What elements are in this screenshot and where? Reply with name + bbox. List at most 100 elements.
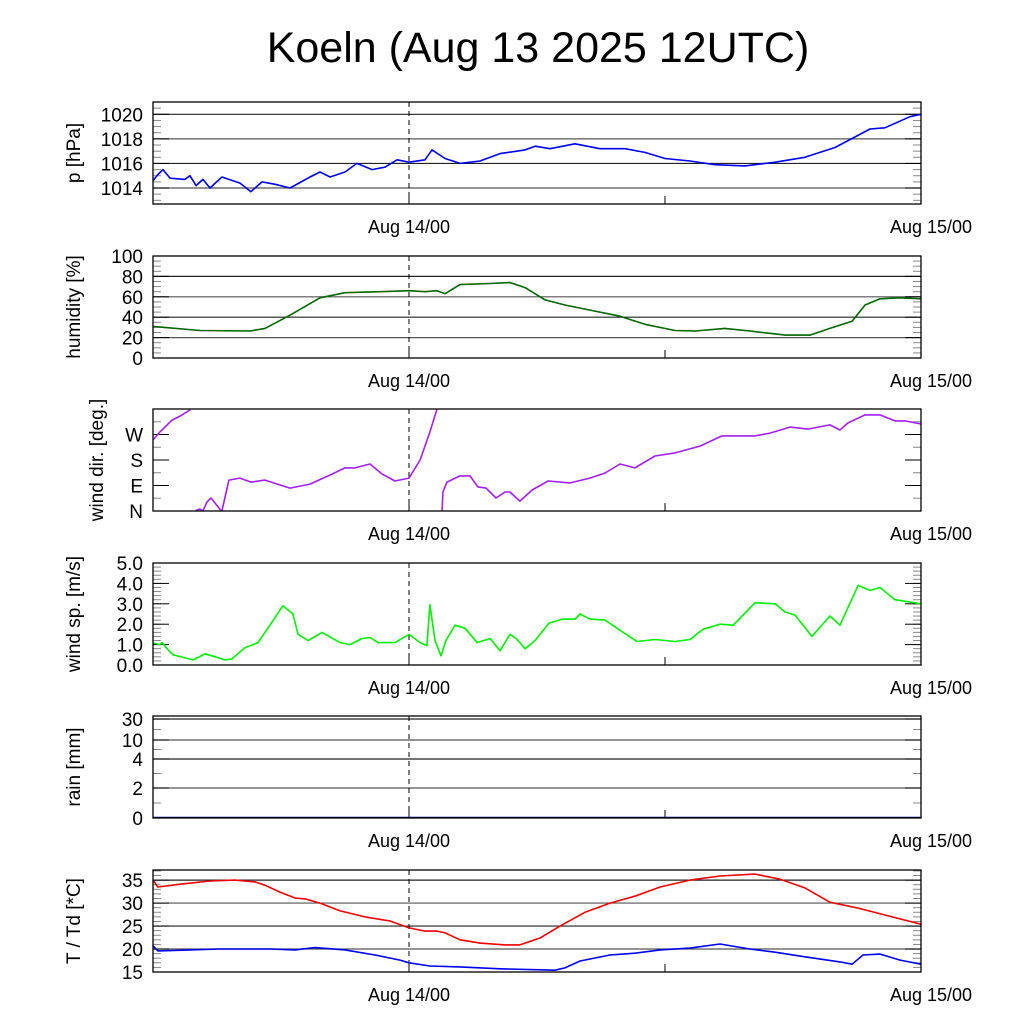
data-point xyxy=(157,950,159,952)
data-point xyxy=(434,639,436,642)
data-point xyxy=(339,642,341,644)
data-point xyxy=(319,171,321,173)
data-point xyxy=(754,873,756,875)
data-point xyxy=(349,644,351,646)
data-point xyxy=(297,633,299,636)
data-point xyxy=(829,901,831,903)
data-point xyxy=(189,175,191,177)
data-point xyxy=(374,954,376,956)
data-point xyxy=(904,420,906,422)
data-point xyxy=(274,183,276,185)
data-point xyxy=(261,181,263,183)
data-point xyxy=(399,959,401,961)
data-point xyxy=(574,143,576,145)
series-td xyxy=(153,943,921,971)
data-point xyxy=(289,487,291,489)
series-humidity xyxy=(153,281,921,336)
data-point xyxy=(809,334,811,336)
data-point xyxy=(664,157,666,160)
data-point xyxy=(515,637,517,640)
data-point xyxy=(909,116,911,118)
data-point xyxy=(569,482,571,484)
data-point xyxy=(339,910,341,912)
data-point xyxy=(424,159,426,161)
data-point xyxy=(179,415,181,417)
data-point xyxy=(239,182,241,184)
data-point xyxy=(524,648,526,650)
data-point xyxy=(634,895,636,897)
y-tick-label: 10 xyxy=(122,731,143,752)
data-point xyxy=(228,479,230,481)
data-point xyxy=(244,647,246,649)
data-point xyxy=(171,419,173,421)
data-point xyxy=(894,420,896,422)
data-line xyxy=(153,943,921,971)
x-tick-label: Aug 14/00 xyxy=(368,831,450,851)
data-point xyxy=(394,642,396,644)
data-point xyxy=(210,497,212,499)
data-point xyxy=(431,149,433,151)
data-point xyxy=(464,627,466,629)
y-tick-label: 60 xyxy=(122,288,143,309)
data-point xyxy=(899,297,901,299)
data-point xyxy=(774,603,776,605)
data-point xyxy=(549,148,551,150)
data-point xyxy=(269,948,271,950)
data-point xyxy=(694,330,696,332)
y-tick-label: N xyxy=(129,502,143,523)
data-point xyxy=(519,944,521,946)
data-point xyxy=(269,624,271,626)
series-wind-speed xyxy=(153,584,921,661)
data-point xyxy=(384,166,386,168)
data-point xyxy=(804,887,806,889)
data-point xyxy=(364,916,366,918)
y-tick-label: 100 xyxy=(111,247,143,268)
x-tick-label: Aug 14/00 xyxy=(368,985,450,1005)
data-point xyxy=(279,891,281,893)
data-point xyxy=(574,618,576,620)
data-point xyxy=(674,452,676,454)
data-point xyxy=(864,414,866,416)
data-point xyxy=(436,930,438,932)
data-point xyxy=(851,963,853,965)
data-point xyxy=(489,637,491,640)
panel-frame xyxy=(152,562,922,666)
data-point xyxy=(579,613,581,615)
data-point xyxy=(294,949,296,951)
data-point xyxy=(344,467,346,469)
data-point xyxy=(744,165,746,167)
data-point xyxy=(499,968,501,970)
series-p xyxy=(153,113,921,193)
data-point xyxy=(504,944,506,946)
data-point xyxy=(509,281,511,284)
data-point xyxy=(829,615,831,617)
data-point xyxy=(524,149,526,151)
data-point xyxy=(504,491,506,493)
data-point xyxy=(396,159,398,161)
data-point xyxy=(689,638,691,641)
y-tick-label: 35 xyxy=(122,871,143,892)
data-point xyxy=(469,475,471,477)
data-point xyxy=(689,947,691,949)
data-point xyxy=(371,169,373,171)
data-point xyxy=(539,937,541,939)
data-point xyxy=(314,947,316,949)
data-point xyxy=(674,329,676,332)
data-point xyxy=(204,653,206,655)
panel-frame xyxy=(152,255,922,359)
data-point xyxy=(702,628,704,630)
data-point xyxy=(161,642,163,644)
panel-pressure: 1014 1016 1018 1020 p [hPa] Aug 14/00 Aug 15/0… xyxy=(64,101,972,237)
data-point xyxy=(624,148,626,150)
data-point xyxy=(634,467,636,469)
data-point xyxy=(408,927,410,929)
data-point xyxy=(264,479,266,481)
data-point xyxy=(839,961,841,963)
panel-frame xyxy=(152,408,922,512)
y-tick-label: 20 xyxy=(122,329,143,350)
y-tick-label: 0 xyxy=(132,809,143,830)
y-axis-label: wind sp. [m/s] xyxy=(64,556,85,673)
data-point xyxy=(377,642,379,644)
series-wind-direction xyxy=(153,409,921,511)
